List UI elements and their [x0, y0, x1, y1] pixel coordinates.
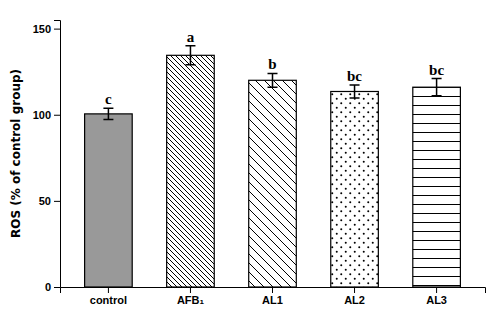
y-axis-line: [54, 21, 61, 288]
y-tick: 50: [39, 195, 60, 207]
error-bar: [103, 108, 113, 119]
bar: [249, 80, 297, 287]
x-tick: AL2: [344, 287, 365, 306]
bar: [413, 87, 461, 287]
x-tick-mark: [108, 287, 109, 293]
y-tick-mark: [54, 287, 60, 288]
y-axis: 0 50 100 150: [33, 21, 61, 294]
y-tick: 0: [45, 281, 60, 293]
annotation: a: [187, 29, 195, 45]
annotation: b: [268, 56, 276, 72]
y-axis-title: ROS (% of control group): [9, 69, 23, 238]
y-tick: 150: [33, 23, 60, 35]
x-tick-mark: [354, 287, 355, 293]
error-bar: [268, 73, 278, 87]
x-axis-line: [61, 288, 486, 294]
x-tick-label: AL2: [344, 294, 365, 306]
bar: [85, 114, 133, 287]
annotations: c a b bc bc: [105, 29, 444, 108]
y-tick-mark: [54, 29, 60, 30]
annotation: bc: [347, 68, 362, 84]
error-bar: [185, 46, 195, 65]
y-tick-mark: [54, 201, 60, 202]
bar: [167, 55, 215, 287]
bar: [331, 91, 379, 287]
y-tick-label: 100: [33, 109, 51, 121]
x-tick-label: control: [90, 294, 127, 306]
y-tick: 100: [33, 109, 60, 121]
x-tick: AL1: [262, 287, 283, 306]
x-tick-mark: [190, 287, 191, 293]
x-tick-mark: [272, 287, 273, 293]
annotation: c: [105, 91, 112, 107]
marks: [85, 46, 461, 287]
x-tick: AFB₁: [177, 287, 205, 306]
x-tick-mark: [436, 287, 437, 293]
y-tick-label: 0: [45, 281, 51, 293]
y-tick-label: 50: [39, 195, 51, 207]
x-tick: control: [90, 287, 127, 306]
annotation: bc: [429, 62, 444, 78]
x-tick: AL3: [426, 287, 447, 306]
y-tick-label: 150: [33, 23, 51, 35]
plot: 0 50 100 150 control AFB₁ AL1 AL2 AL3 c a b bc bc: [33, 21, 486, 306]
error-bar: [432, 79, 442, 96]
x-tick-label: AL1: [262, 294, 283, 306]
x-axis: control AFB₁ AL1 AL2 AL3: [61, 287, 486, 306]
x-tick-label: AL3: [426, 294, 447, 306]
error-bar: [350, 85, 360, 98]
y-tick-mark: [54, 115, 60, 116]
chart: 0 50 100 150 control AFB₁ AL1 AL2 AL3 c a b bc bc ROS …: [0, 0, 500, 322]
x-tick-label: AFB₁: [177, 294, 205, 306]
